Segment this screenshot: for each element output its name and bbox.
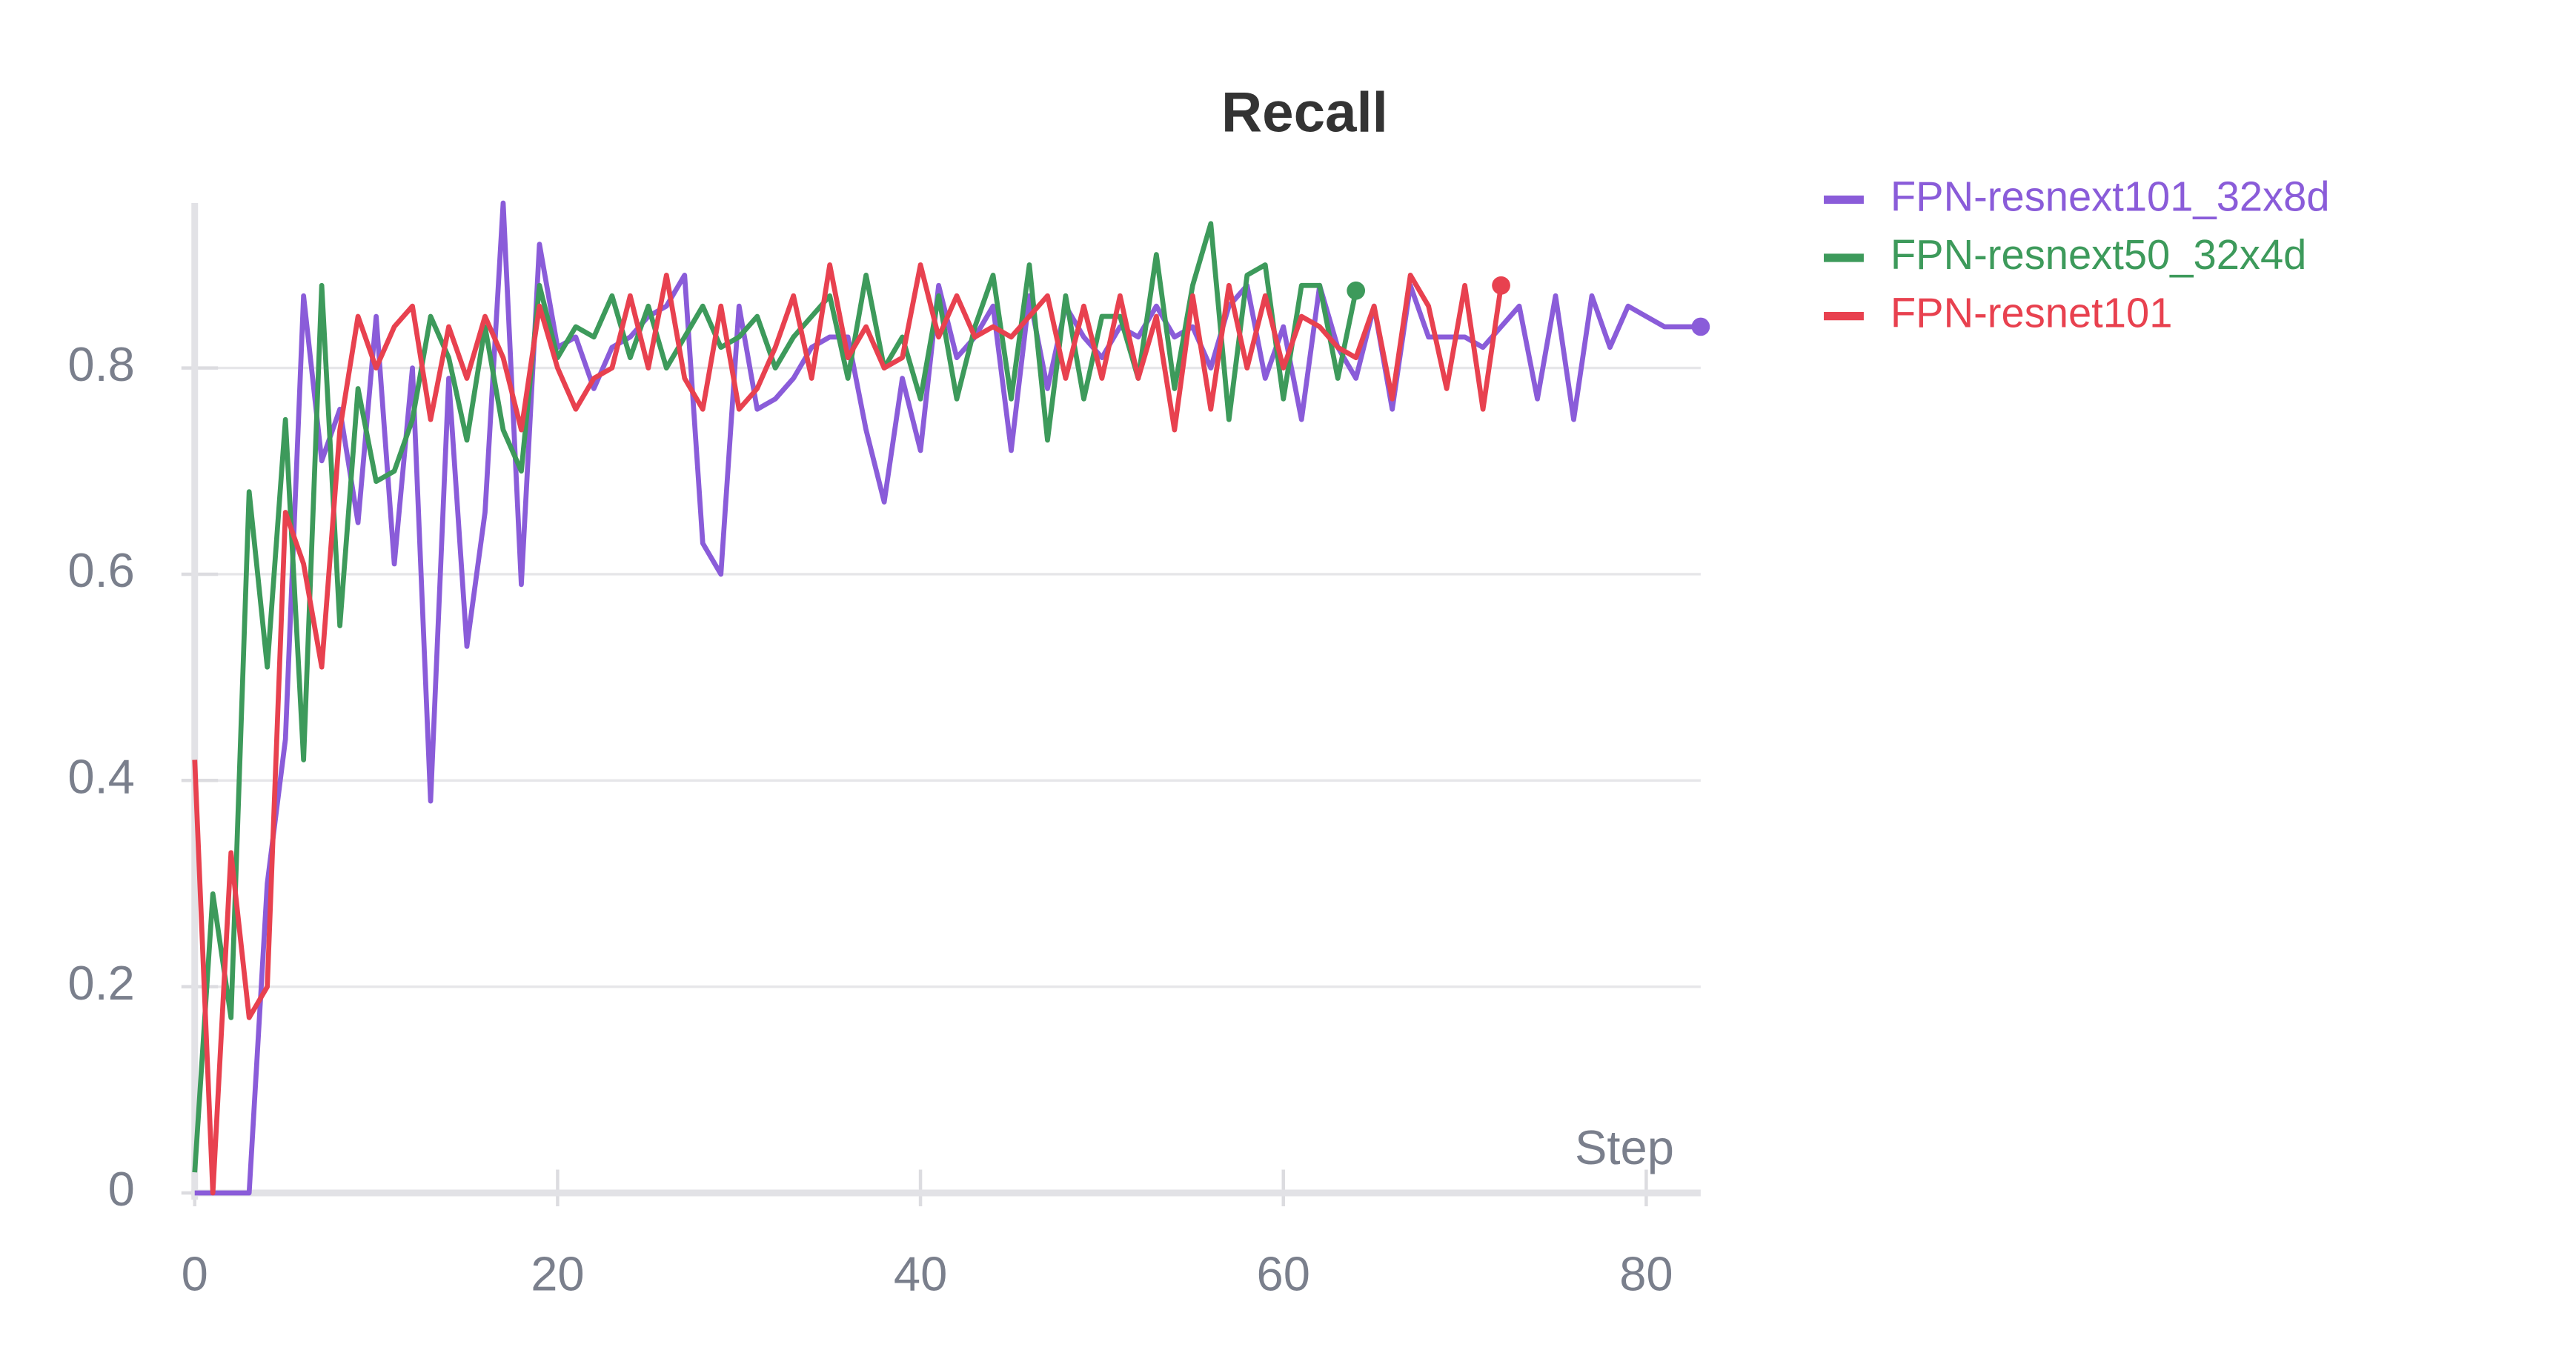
x-tick-label: 20 <box>531 1247 584 1301</box>
y-tick-label: 0 <box>108 1162 135 1216</box>
legend-label: FPN-resnext50_32x4d <box>1890 231 2307 278</box>
x-axis-label: Step <box>1575 1120 1674 1174</box>
x-tick-label: 80 <box>1619 1247 1673 1301</box>
y-tick-label: 0.2 <box>67 956 135 1010</box>
series-line <box>192 221 1358 1173</box>
legend-label: FPN-resnet101 <box>1890 289 2173 336</box>
y-tick-label: 0.8 <box>67 337 135 391</box>
end-point <box>1691 317 1710 336</box>
y-tick-label: 0.4 <box>67 750 135 804</box>
y-tick-label: 0.6 <box>67 543 135 597</box>
chart-title: Recall <box>1221 81 1388 144</box>
end-point <box>1492 276 1510 295</box>
x-tick-label: 0 <box>182 1247 208 1301</box>
legend-label: FPN-resnext101_32x8d <box>1890 173 2330 219</box>
series-line <box>192 262 1504 1196</box>
end-point <box>1347 281 1366 300</box>
x-tick-label: 40 <box>894 1247 947 1301</box>
x-tick-label: 60 <box>1257 1247 1310 1301</box>
